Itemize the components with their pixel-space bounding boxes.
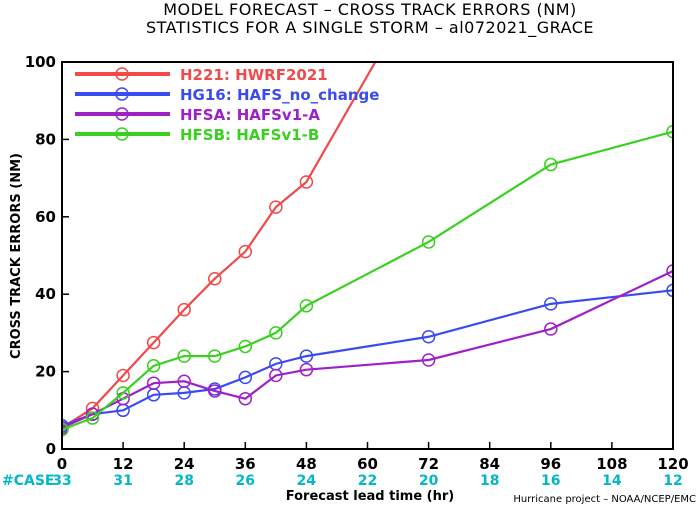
data-point — [299, 362, 314, 377]
case-count: 16 — [541, 473, 560, 489]
x-axis-label: Forecast lead time (hr) — [286, 489, 454, 504]
y-tick-label: 40 — [35, 285, 56, 303]
data-point — [666, 124, 673, 139]
data-point — [299, 349, 314, 363]
x-tick-label: 60 — [357, 455, 378, 473]
case-count: 18 — [480, 473, 499, 489]
data-point — [116, 368, 130, 383]
y-tick-label: 100 — [25, 53, 56, 71]
x-tick-label: 48 — [296, 455, 317, 473]
data-point — [544, 157, 558, 172]
x-tick-label: 36 — [235, 455, 256, 473]
data-point — [421, 235, 436, 249]
y-tick-label: 20 — [35, 363, 56, 381]
x-tick-label: 120 — [657, 455, 688, 473]
data-point — [85, 411, 100, 425]
series-line — [62, 62, 377, 429]
series-line — [62, 269, 673, 429]
series-line — [62, 289, 673, 427]
data-point — [238, 244, 253, 259]
case-count: 26 — [236, 473, 255, 489]
data-point — [269, 368, 283, 383]
legend-marker — [115, 127, 129, 141]
x-tick-label: 96 — [540, 455, 561, 473]
data-point — [62, 422, 69, 437]
x-tick-label: 72 — [418, 455, 439, 473]
y-tick-label: 80 — [35, 130, 56, 148]
chart-subtitle: STATISTICS FOR A SINGLE STORM – al072021… — [146, 18, 594, 38]
data-point — [238, 339, 253, 354]
legend-entry: HFSB: HAFSv1-B — [180, 126, 319, 144]
x-tick-label: 108 — [596, 455, 627, 473]
data-point — [269, 200, 283, 214]
case-count: 14 — [602, 473, 622, 489]
legend-entry: HG16: HAFS_no_change — [180, 86, 379, 104]
data-point — [146, 335, 161, 350]
data-point — [146, 359, 161, 373]
chart-title: MODEL FORECAST – CROSS TRACK ERRORS (NM) — [163, 0, 577, 19]
data-point — [544, 297, 558, 311]
data-point — [238, 391, 253, 406]
case-count: 24 — [297, 473, 317, 489]
data-point — [116, 386, 130, 400]
axis-ticks: 0 12 24 36 48 60 72 84 96 108 120 0 20 40 60 80 100 — [25, 53, 689, 473]
data-point — [269, 326, 283, 340]
x-tick-label: 84 — [479, 455, 500, 473]
data-point — [421, 330, 436, 344]
data-point — [666, 264, 673, 278]
x-tick-label: 12 — [113, 455, 134, 473]
case-count: 33 — [52, 473, 71, 489]
data-point — [299, 175, 314, 189]
data-point — [177, 302, 191, 317]
series-line — [62, 130, 673, 431]
data-point — [238, 370, 253, 385]
y-tick-label: 0 — [46, 440, 56, 458]
data-point — [544, 322, 558, 336]
data-point — [177, 349, 191, 363]
credit-text: Hurricane project – NOAA/NCEP/EMC — [513, 494, 696, 505]
case-count: 28 — [174, 473, 193, 489]
data-point — [299, 299, 314, 313]
series-layer — [62, 62, 673, 437]
legend-marker — [115, 87, 129, 101]
legend: H221: HWRF2021 HG16: HAFS_no_change HFSA: … — [75, 66, 379, 144]
legend-entry: H221: HWRF2021 — [180, 66, 328, 84]
data-point — [208, 271, 222, 286]
y-tick-label: 60 — [35, 208, 56, 226]
x-tick-label: 24 — [174, 455, 195, 473]
case-count: 20 — [419, 473, 439, 489]
case-label: #CASE — [2, 473, 55, 489]
data-point — [208, 384, 222, 398]
data-point — [208, 349, 222, 363]
x-tick-label: 0 — [57, 455, 67, 473]
plot-frame — [61, 61, 674, 450]
case-count: 31 — [113, 473, 132, 489]
case-count: 22 — [358, 473, 377, 489]
legend-marker — [115, 67, 129, 81]
data-point — [177, 374, 191, 389]
case-count: 12 — [663, 473, 682, 489]
y-axis-label: CROSS TRACK ERRORS (NM) — [9, 153, 24, 359]
data-point — [421, 353, 436, 367]
legend-marker — [115, 107, 129, 121]
legend-entry: HFSA: HAFSv1-A — [180, 106, 320, 124]
data-point — [666, 283, 673, 298]
data-point — [146, 376, 161, 390]
